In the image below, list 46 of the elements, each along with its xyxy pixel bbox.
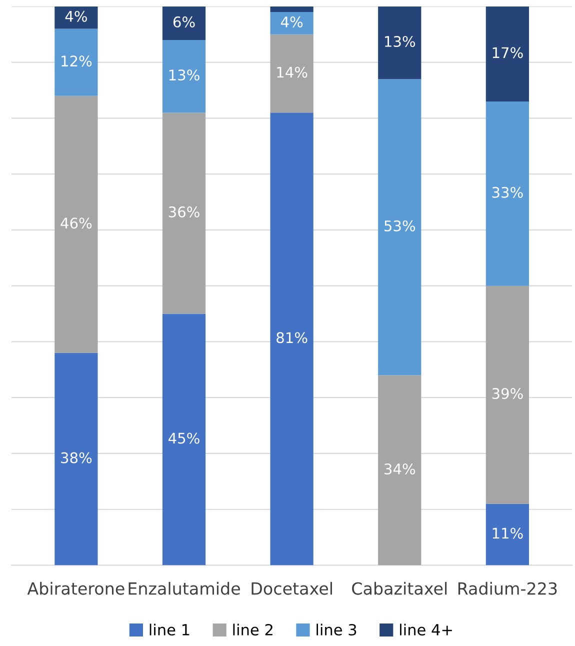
bar <box>54 352 98 566</box>
bar <box>486 101 529 286</box>
bar <box>486 286 529 504</box>
data-label: 4% <box>65 10 87 22</box>
bar <box>54 96 98 353</box>
data-label: 11% <box>492 528 523 539</box>
x-tick-label: Cabazitaxel <box>352 582 447 595</box>
bar <box>270 6 314 12</box>
x-tick-label: Abiraterone <box>27 582 124 595</box>
legend-label: line 2 <box>233 624 272 636</box>
x-tick-label: Enzalutamide <box>128 582 240 595</box>
bar <box>378 79 422 376</box>
bar <box>270 34 314 113</box>
data-label: 14% <box>277 66 308 78</box>
data-label: 13% <box>169 70 200 81</box>
legend-label: line 3 <box>316 624 356 636</box>
bar <box>54 6 98 29</box>
data-label: 12% <box>62 56 92 67</box>
bar <box>378 6 422 80</box>
bar <box>486 504 529 566</box>
bar <box>162 40 206 113</box>
data-label: 53% <box>384 220 416 232</box>
data-label: 36% <box>168 206 200 218</box>
x-tick-label: Radium-223 <box>458 582 557 595</box>
bar <box>162 6 206 40</box>
bar <box>378 375 422 566</box>
legend-label: line 4+ <box>400 624 452 636</box>
bar <box>486 6 529 102</box>
bar <box>162 112 206 314</box>
data-label: 6% <box>173 16 195 28</box>
data-label: 34% <box>384 463 416 474</box>
data-label: 39% <box>492 388 523 400</box>
bar <box>54 28 98 96</box>
legend-label: line 1 <box>150 624 190 636</box>
data-label: 46% <box>60 218 92 229</box>
bar <box>270 12 314 34</box>
data-label: 33% <box>492 186 523 198</box>
bar <box>270 112 314 566</box>
data-label: 45% <box>168 432 200 444</box>
data-label: 13% <box>385 36 416 48</box>
data-label: 81% <box>276 332 308 344</box>
bar <box>162 314 206 566</box>
data-label: 38% <box>61 452 92 464</box>
data-label: 17% <box>492 47 523 58</box>
x-tick-label: Docetaxel <box>252 582 332 595</box>
data-label: 4% <box>280 16 303 28</box>
